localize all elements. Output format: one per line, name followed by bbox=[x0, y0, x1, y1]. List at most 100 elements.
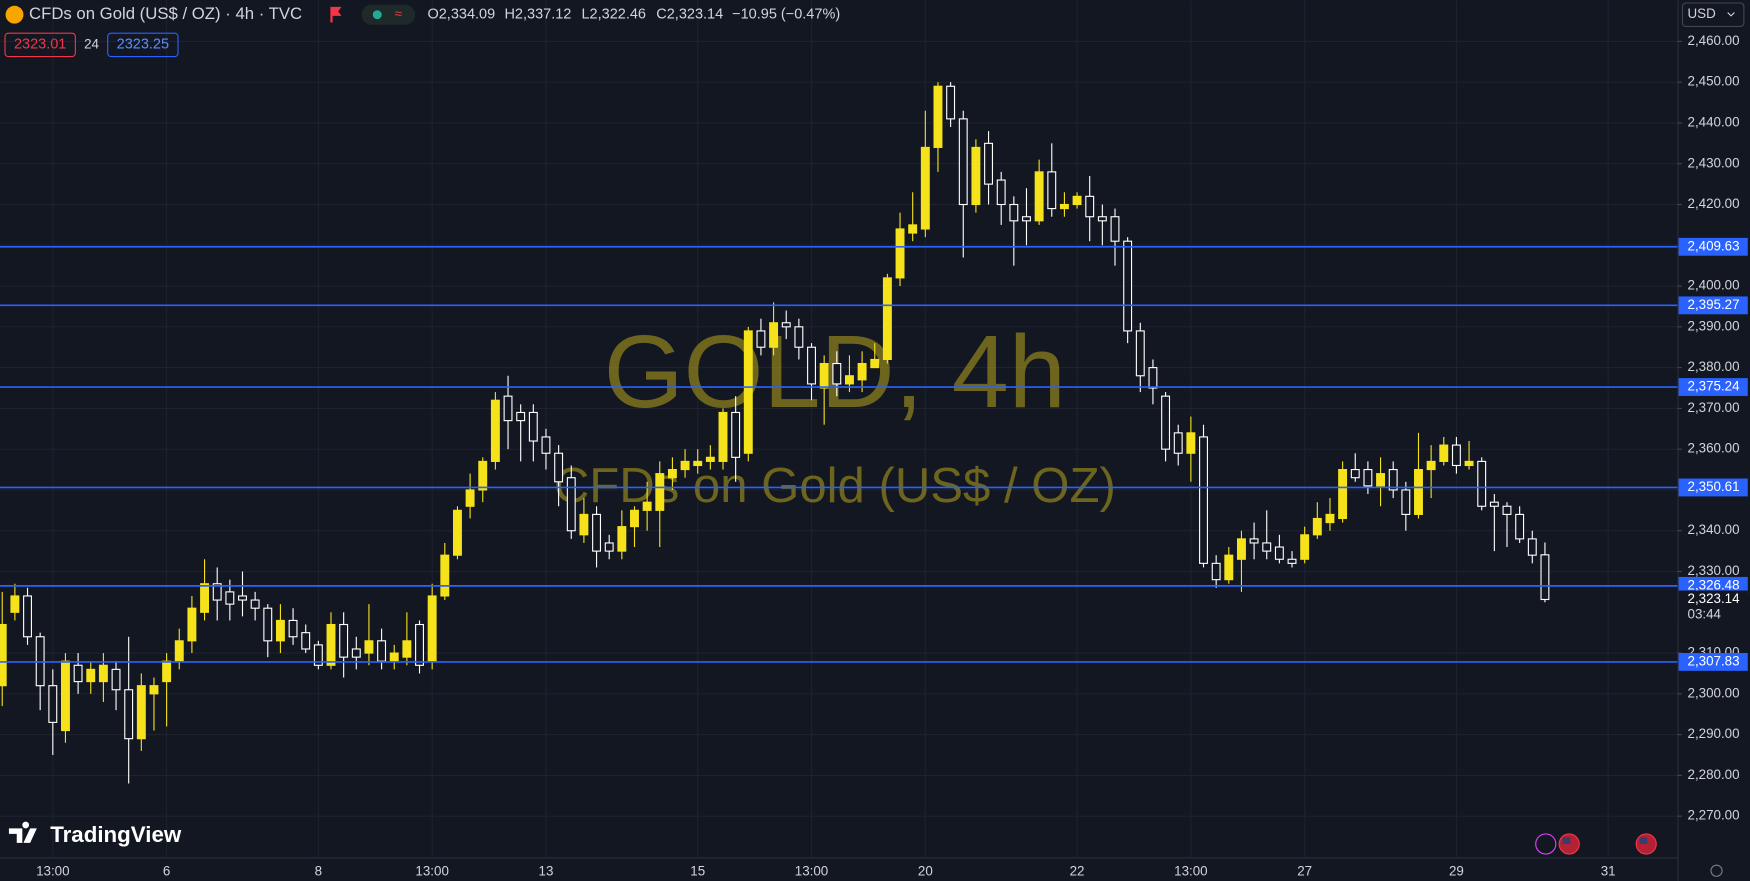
candle-body bbox=[958, 118, 968, 206]
x-tick-label: 8 bbox=[315, 863, 322, 878]
candle-body bbox=[465, 489, 475, 507]
ohlc-low: L2,322.46 bbox=[581, 7, 646, 23]
candle-body bbox=[124, 689, 134, 740]
candle-body bbox=[452, 509, 462, 556]
candle-body bbox=[377, 640, 387, 662]
candle-body bbox=[882, 277, 892, 361]
last-price-box bbox=[1678, 590, 1748, 625]
candle-body bbox=[1199, 436, 1208, 564]
candle-body bbox=[718, 411, 728, 462]
brand-logo bbox=[8, 821, 37, 843]
events-icon[interactable] bbox=[1535, 833, 1557, 855]
candle-body bbox=[541, 436, 551, 454]
candle-body bbox=[946, 85, 956, 120]
candle-body bbox=[528, 411, 538, 442]
candle-body bbox=[111, 668, 121, 691]
candle-body bbox=[743, 330, 753, 454]
y-tick-label: 2,400.00 bbox=[1688, 278, 1740, 293]
candle-body bbox=[1173, 432, 1183, 454]
candle-body bbox=[857, 362, 867, 381]
y-tick-label: 2,300.00 bbox=[1688, 685, 1740, 700]
candle-body bbox=[617, 526, 627, 552]
bid-box[interactable] bbox=[4, 32, 76, 58]
currency-box[interactable] bbox=[1681, 2, 1745, 27]
candle-body bbox=[870, 358, 880, 369]
candle-body bbox=[908, 224, 918, 234]
candle-body bbox=[200, 583, 210, 613]
y-tick-label: 2,330.00 bbox=[1688, 563, 1740, 578]
candle-body bbox=[516, 411, 526, 422]
candle-body bbox=[389, 652, 399, 662]
ask-box[interactable] bbox=[107, 32, 179, 58]
candle-body bbox=[339, 623, 349, 658]
y-tick-label: 2,270.00 bbox=[1688, 808, 1740, 823]
candle-body bbox=[313, 644, 323, 666]
candle-body bbox=[478, 460, 488, 491]
market-open-dot bbox=[372, 10, 382, 20]
candle-body bbox=[933, 85, 943, 148]
flag-icon[interactable] bbox=[330, 6, 342, 23]
candle-body bbox=[1502, 505, 1512, 515]
settings-icon[interactable] bbox=[1710, 864, 1723, 877]
candle-body bbox=[1274, 546, 1284, 560]
level-label: 2,375.24 bbox=[1688, 379, 1741, 394]
candle-body bbox=[1376, 473, 1386, 487]
candle-body bbox=[1249, 538, 1259, 544]
y-tick-label: 2,440.00 bbox=[1688, 114, 1740, 129]
plot bbox=[0, 82, 1678, 784]
candle-body bbox=[731, 411, 741, 458]
status-pill[interactable] bbox=[361, 4, 416, 25]
candle-body bbox=[1300, 534, 1310, 560]
candle-body bbox=[844, 375, 854, 385]
axes: 2,270.002,280.002,290.002,300.002,310.00… bbox=[36, 33, 1748, 878]
candle-body bbox=[680, 460, 690, 471]
candle-body bbox=[1363, 469, 1373, 487]
candle-body bbox=[301, 632, 311, 650]
brand-name: TradingView bbox=[50, 822, 182, 847]
candle-body bbox=[781, 322, 791, 328]
candle-body bbox=[250, 599, 260, 609]
level-label: 2,350.61 bbox=[1688, 479, 1740, 494]
candle-body bbox=[592, 513, 602, 552]
x-tick-label: 13:00 bbox=[1174, 863, 1207, 878]
candle-body bbox=[1350, 469, 1360, 479]
level-label-box bbox=[1678, 576, 1748, 595]
x-tick-label: 13:00 bbox=[36, 863, 69, 878]
candle-body bbox=[667, 469, 677, 479]
ohlc-high: H2,337.12 bbox=[504, 7, 571, 23]
candle-body bbox=[1515, 513, 1525, 540]
level-label: 2,307.83 bbox=[1688, 653, 1740, 668]
candle-body bbox=[0, 623, 7, 687]
level-label: 2,326.48 bbox=[1688, 577, 1740, 592]
candle-body bbox=[807, 346, 816, 385]
candle-body bbox=[364, 640, 374, 654]
x-tick-label: 13:00 bbox=[795, 863, 828, 878]
candle-body bbox=[440, 554, 450, 597]
candle-body bbox=[503, 395, 513, 422]
currency-caret bbox=[1727, 12, 1735, 17]
candle-body bbox=[174, 640, 184, 662]
candle-body bbox=[1540, 554, 1550, 601]
candle-body bbox=[1009, 203, 1019, 222]
candle-body bbox=[1034, 171, 1044, 222]
candle-body bbox=[149, 685, 159, 695]
us-event-flag bbox=[1639, 837, 1648, 844]
y-tick-label: 2,360.00 bbox=[1688, 441, 1740, 456]
currency: USD bbox=[1688, 6, 1717, 21]
candle-body bbox=[86, 668, 96, 683]
candle-body bbox=[288, 619, 298, 638]
x-tick-label: 22 bbox=[1070, 863, 1085, 878]
candle-body bbox=[579, 513, 589, 536]
candle-body bbox=[1338, 469, 1348, 520]
y-tick-label: 2,340.00 bbox=[1688, 522, 1740, 537]
candle-body bbox=[794, 326, 804, 348]
x-tick-label: 13 bbox=[539, 863, 554, 878]
candle-body bbox=[1287, 558, 1297, 564]
symbol-title[interactable]: CFDs on Gold (US$ / OZ) · 4h · TVC bbox=[29, 4, 302, 23]
watermark-description: CFDs on Gold (US$ / OZ) bbox=[554, 459, 1116, 513]
candle-body bbox=[1312, 517, 1322, 536]
candle-body bbox=[920, 146, 930, 230]
candle-body bbox=[705, 456, 715, 462]
